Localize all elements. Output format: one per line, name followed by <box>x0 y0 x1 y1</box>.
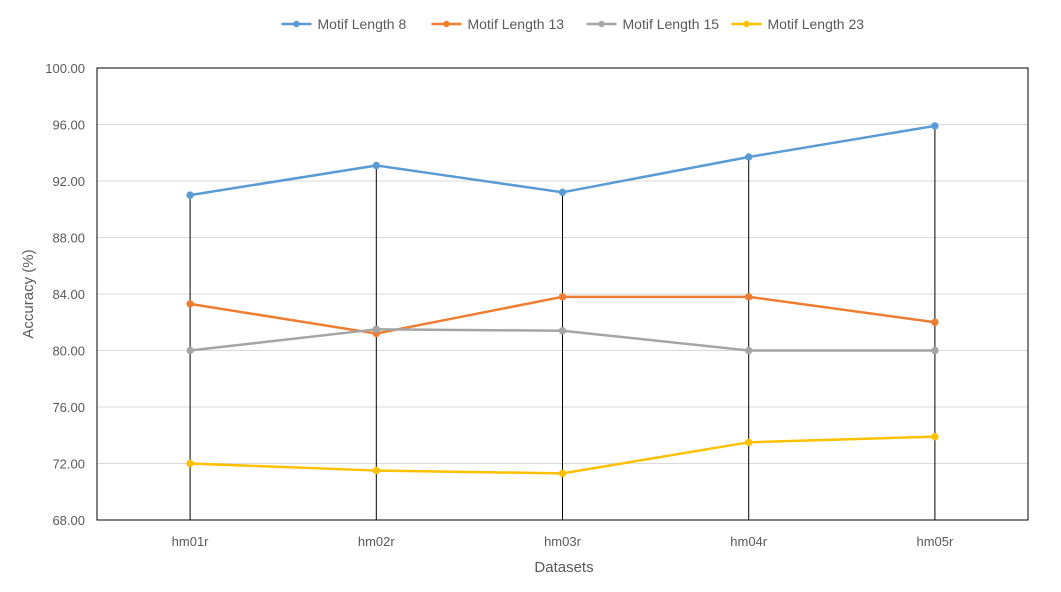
series-3 <box>186 325 939 355</box>
data-point <box>931 346 939 355</box>
legend-swatch-marker <box>443 20 450 28</box>
series-line <box>189 124 936 197</box>
legend-item: Motif Length 13 <box>431 16 565 32</box>
x-axis-label: Datasets <box>534 559 593 576</box>
data-point <box>372 161 380 170</box>
data-point <box>186 459 194 468</box>
series-4 <box>186 432 939 478</box>
y-tick-label: 76.00 <box>52 400 85 415</box>
data-point <box>558 469 567 478</box>
y-tick-label: 88.00 <box>52 231 85 246</box>
data-point <box>558 293 567 301</box>
data-point <box>745 293 753 301</box>
series-layer <box>186 122 939 478</box>
legend-label: Motif Length 23 <box>768 16 865 32</box>
legend-label: Motif Length 15 <box>623 16 720 32</box>
legend-swatch-marker <box>743 20 750 28</box>
data-point <box>558 327 567 335</box>
data-point <box>931 432 939 441</box>
data-point <box>372 466 380 475</box>
y-axis-ticks: 68.00 72.00 76.00 80.00 84.00 88.00 92.00 96.00… <box>45 61 85 528</box>
y-axis-label: Accuracy (%) <box>20 249 37 338</box>
y-tick-label: 68.00 <box>52 513 85 528</box>
legend: Motif Length 8 Motif Length 13 Motif Lengt… <box>281 16 865 32</box>
series-1 <box>186 122 939 199</box>
data-point <box>745 438 753 447</box>
data-point <box>931 122 939 130</box>
legend-swatch-marker <box>293 20 300 28</box>
drop-lines <box>189 125 936 520</box>
data-point <box>186 346 194 355</box>
data-point <box>931 318 939 326</box>
data-point <box>372 325 380 334</box>
y-tick-label: 92.00 <box>52 174 85 189</box>
y-tick-label: 72.00 <box>52 457 85 472</box>
x-tick-label: hm05r <box>916 534 954 549</box>
data-point <box>745 346 753 355</box>
x-tick-label: hm04r <box>730 534 768 549</box>
y-tick-label: 100.00 <box>45 61 85 76</box>
x-tick-label: hm02r <box>358 534 396 549</box>
legend-item: Motif Length 8 <box>281 16 407 32</box>
x-axis-ticks: hm01r hm02r hm03r hm04r hm05r <box>172 534 954 549</box>
legend-item: Motif Length 23 <box>731 16 865 32</box>
legend-label: Motif Length 8 <box>318 16 407 32</box>
data-point <box>186 300 194 308</box>
legend-swatch-marker <box>598 20 605 28</box>
y-tick-label: 80.00 <box>52 344 85 359</box>
data-point <box>186 191 194 199</box>
x-tick-label: hm03r <box>544 534 582 549</box>
y-tick-label: 96.00 <box>52 118 85 133</box>
legend-label: Motif Length 13 <box>468 16 565 32</box>
x-tick-label: hm01r <box>172 534 210 549</box>
legend-item: Motif Length 15 <box>586 16 720 32</box>
data-point <box>558 188 567 197</box>
y-tick-label: 84.00 <box>52 287 85 302</box>
data-point <box>745 153 753 161</box>
